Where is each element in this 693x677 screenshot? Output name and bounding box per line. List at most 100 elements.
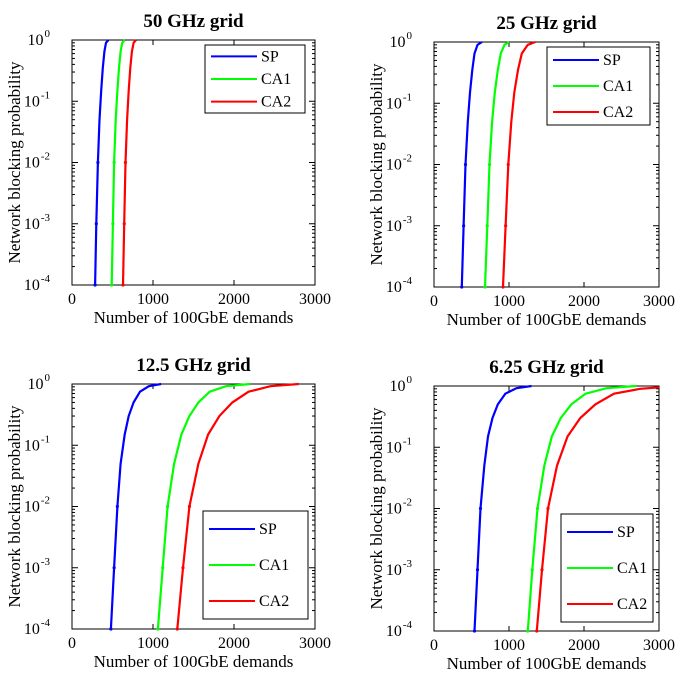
y-tick-base: 10 [390, 378, 406, 395]
series-line-ca1 [526, 384, 637, 632]
series-point-ca2 [535, 629, 539, 633]
legend-label: CA1 [603, 78, 633, 95]
y-tick-label: 10-3 [386, 214, 413, 235]
y-tick-label: 10-1 [24, 433, 50, 454]
legend-label: CA2 [603, 104, 633, 121]
y-tick-exponent: -3 [403, 214, 413, 226]
y-tick-label: 100 [28, 372, 51, 393]
y-tick-label: 100 [28, 28, 51, 49]
series-point-sp [109, 627, 113, 631]
y-tick-label: 10-1 [386, 435, 412, 456]
y-tick-label: 10-2 [24, 495, 50, 516]
x-tick-label: 2000 [218, 635, 250, 652]
legend-label: CA1 [261, 71, 291, 88]
series-line-sp [94, 39, 110, 286]
y-tick-base: 10 [24, 560, 40, 577]
y-tick-label: 10-3 [24, 212, 51, 233]
y-axis-label: Network blocking probability [5, 405, 24, 608]
series-point-ca2 [506, 162, 510, 167]
y-tick-base: 10 [24, 499, 40, 516]
series-point-ca1 [535, 506, 540, 511]
x-tick-label: 1000 [137, 291, 169, 308]
legend-label: SP [261, 48, 279, 65]
x-tick-label: 2000 [568, 293, 600, 310]
x-axis-label: Number of 100GbE demands [447, 310, 647, 329]
y-axis-label: Network blocking probability [367, 407, 386, 610]
legend: SP CA1 CA2 [560, 513, 654, 623]
y-tick-base: 10 [390, 34, 406, 51]
y-tick-base: 10 [386, 218, 402, 235]
chart-title: 6.25 GHz grid [489, 357, 604, 378]
y-tick-exponent: -2 [41, 151, 50, 163]
series-line-ca2 [535, 386, 660, 632]
legend-label: CA2 [617, 596, 647, 613]
y-tick-exponent: -4 [403, 275, 413, 287]
legend-label: SP [617, 524, 635, 541]
x-tick-label: 2000 [568, 637, 600, 654]
y-axis-label: Network blocking probability [367, 63, 386, 266]
y-tick-label: 10-1 [386, 91, 412, 112]
series-point-ca2 [540, 568, 544, 572]
series-point-sp [460, 285, 464, 289]
y-tick-exponent: -3 [41, 212, 51, 224]
legend-label: SP [259, 521, 277, 538]
y-tick-exponent: -2 [403, 497, 412, 509]
y-tick-base: 10 [386, 439, 402, 456]
x-tick-label: 3000 [643, 293, 675, 310]
x-tick-label: 0 [68, 635, 76, 652]
y-tick-base: 10 [24, 437, 40, 454]
series-line-ca2 [501, 40, 536, 288]
series-point-ca1 [110, 283, 114, 287]
series-point-sp [463, 162, 468, 167]
series-point-ca1 [112, 160, 116, 165]
y-tick-exponent: -3 [41, 556, 51, 568]
series-point-sp [115, 504, 119, 509]
legend: SP CA1 CA2 [204, 44, 306, 114]
y-axis-label: Network blocking probability [5, 61, 24, 264]
y-tick-base: 10 [24, 621, 40, 638]
x-tick-label: 1000 [493, 293, 525, 310]
series-line-sp [473, 384, 532, 632]
series-point-ca2 [501, 285, 505, 289]
series-point-ca2 [546, 506, 550, 511]
y-tick-base: 10 [24, 155, 40, 172]
y-tick-label: 100 [390, 30, 413, 51]
x-axis-label: Number of 100GbE demands [447, 654, 647, 673]
y-tick-label: 10-1 [24, 89, 50, 110]
series-point-sp [462, 224, 466, 228]
y-tick-label: 10-2 [386, 497, 412, 518]
chart-title: 12.5 GHz grid [136, 355, 251, 376]
y-tick-exponent: 0 [45, 28, 51, 40]
x-tick-label: 2000 [218, 291, 250, 308]
series-point-ca2 [175, 627, 179, 631]
y-tick-exponent: 0 [45, 372, 51, 384]
legend: SP CA1 CA2 [546, 46, 651, 126]
y-tick-base: 10 [24, 93, 40, 110]
series-point-ca1 [526, 629, 530, 633]
series-line-ca2 [176, 382, 299, 630]
chart-title: 50 GHz grid [143, 11, 244, 32]
legend-label: CA1 [617, 560, 647, 577]
series-point-ca2 [504, 224, 508, 228]
y-tick-exponent: -2 [403, 153, 412, 165]
series-point-sp [475, 568, 480, 572]
series-point-sp [472, 629, 477, 633]
y-tick-exponent: 0 [407, 374, 413, 386]
series-line-ca1 [110, 39, 126, 286]
y-tick-base: 10 [386, 562, 402, 579]
x-tick-label: 3000 [299, 635, 331, 652]
legend-label: CA2 [261, 94, 291, 111]
series-point-sp [96, 160, 100, 165]
y-tick-label: 10-4 [24, 273, 51, 294]
series-point-ca1 [485, 224, 489, 228]
y-tick-exponent: -3 [403, 558, 413, 570]
series-point-sp [112, 566, 116, 570]
y-tick-exponent: -1 [403, 91, 412, 103]
x-tick-label: 0 [430, 637, 438, 654]
y-tick-base: 10 [386, 501, 402, 518]
series-line-ca1 [483, 41, 510, 288]
y-tick-base: 10 [28, 376, 44, 393]
